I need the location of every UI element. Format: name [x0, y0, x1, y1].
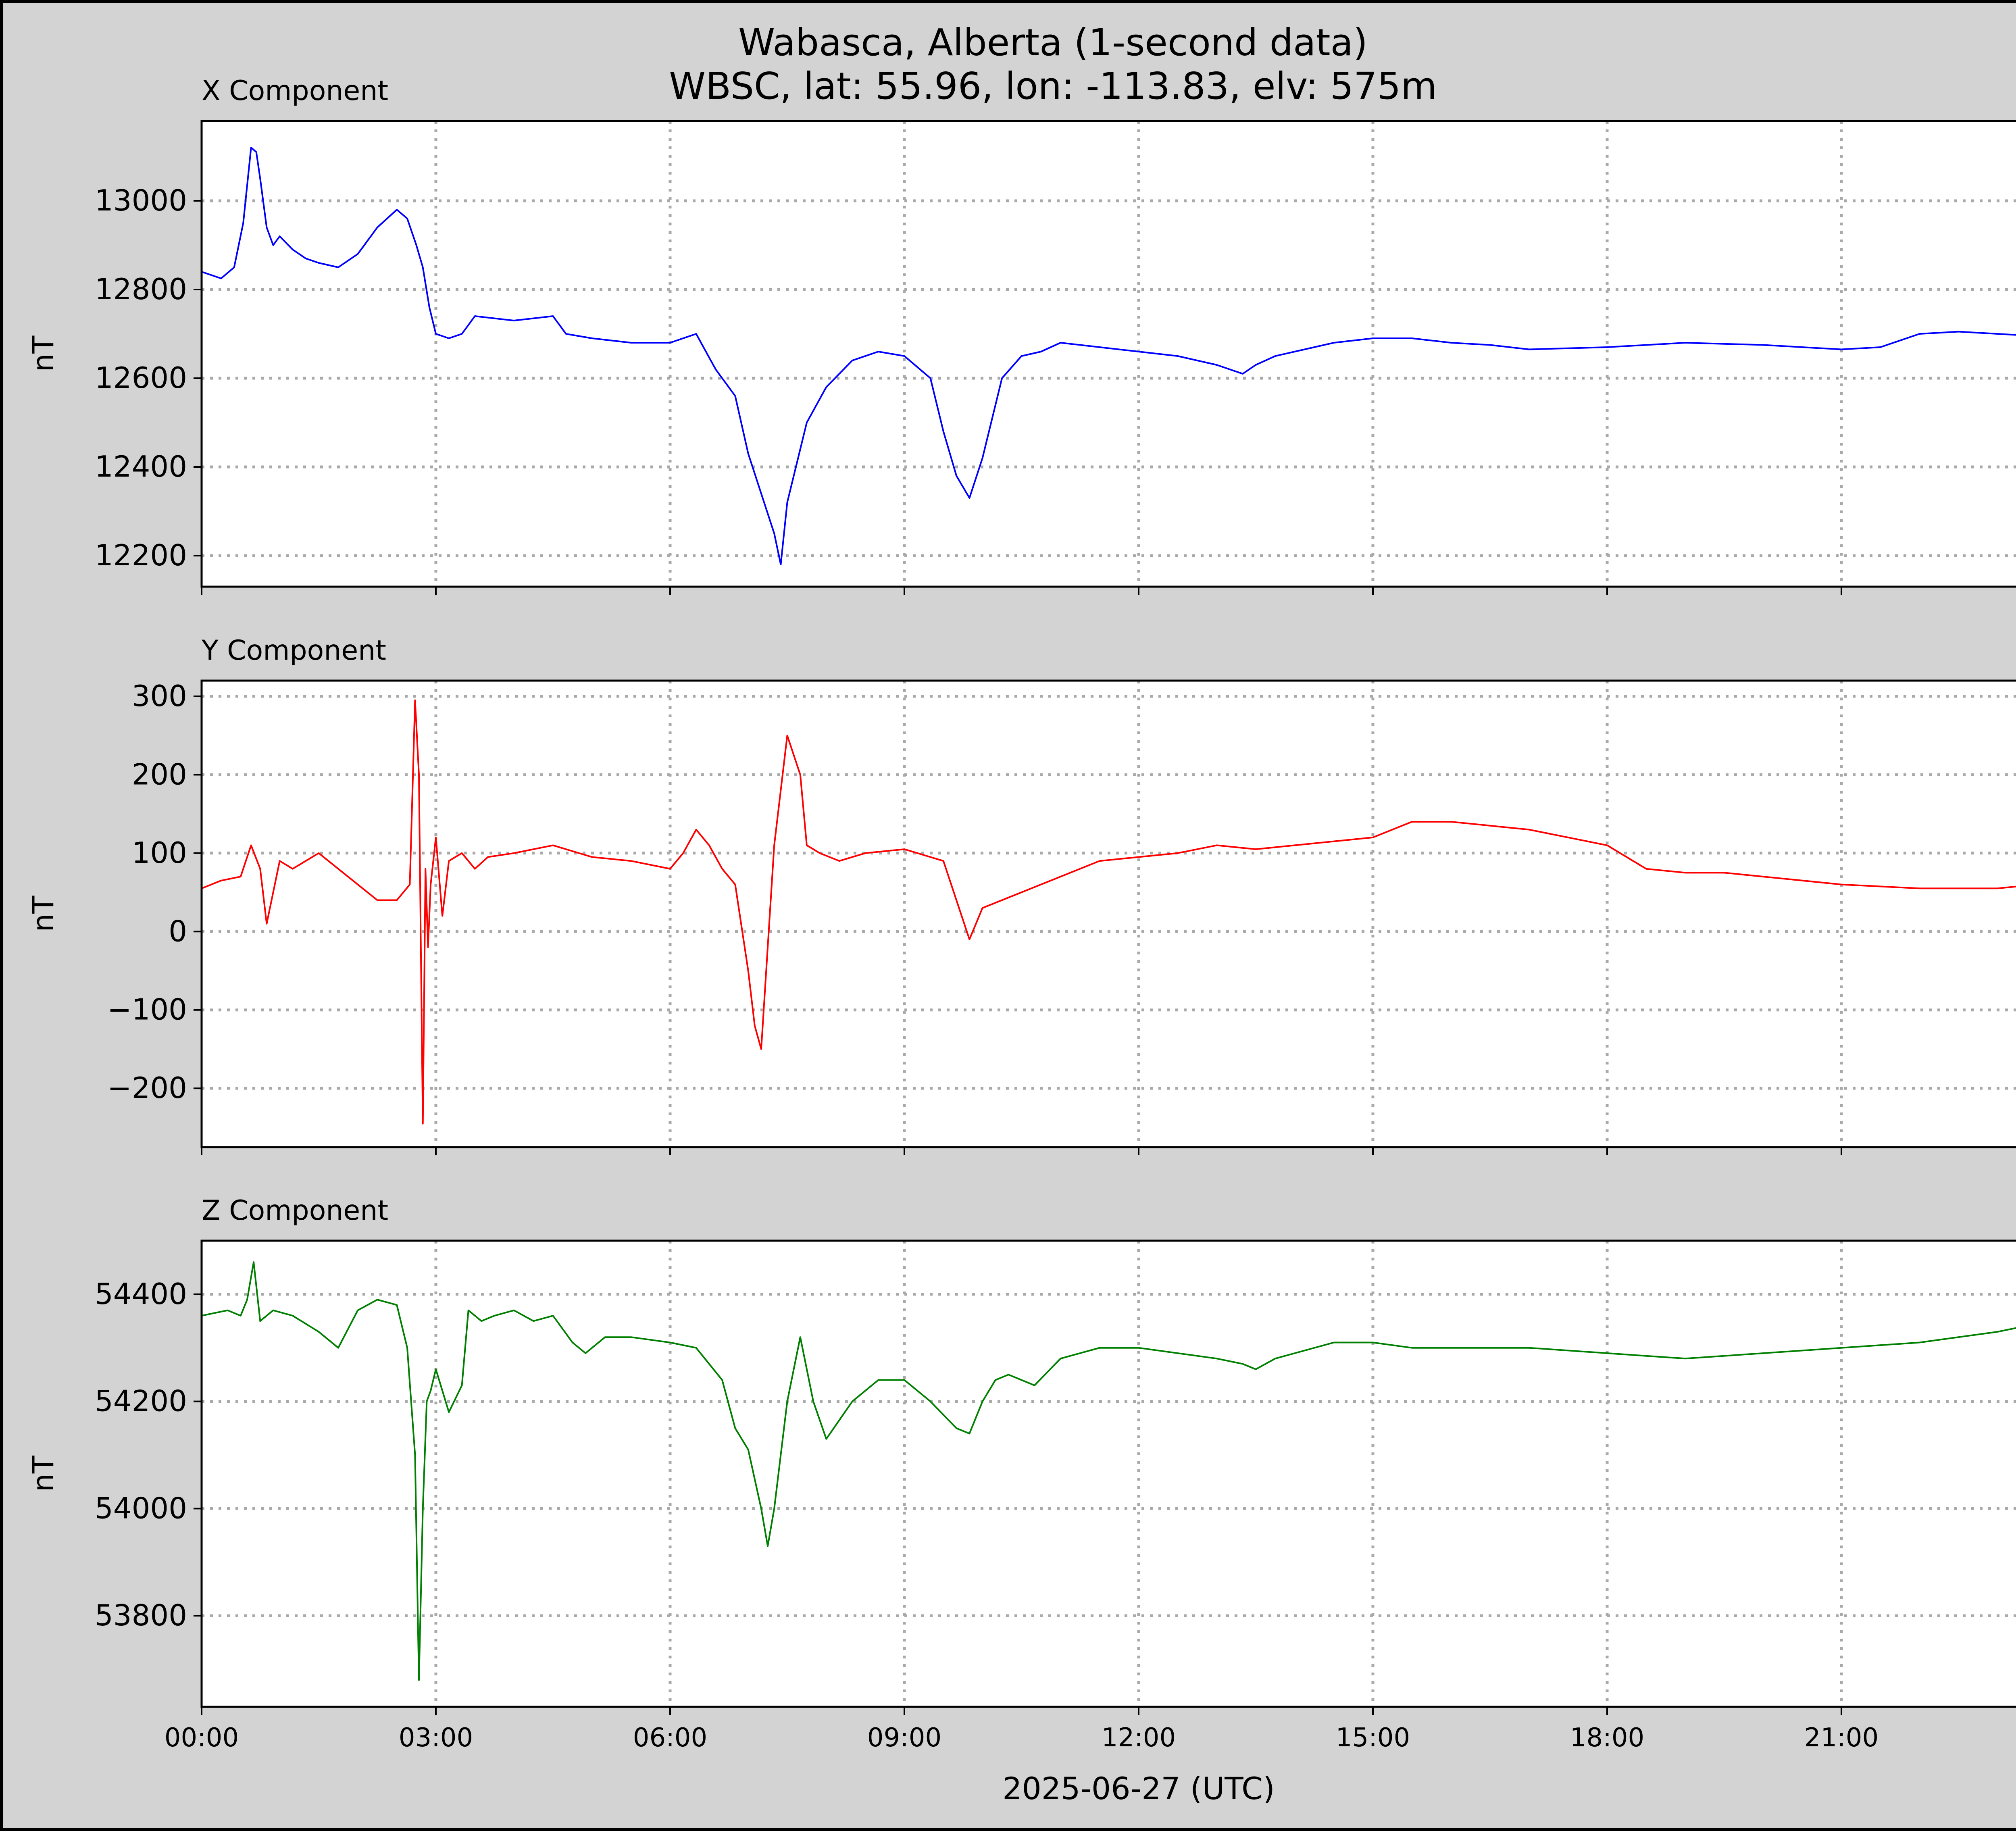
chart-title: Wabasca, Alberta (1-second data) — [738, 21, 1368, 64]
x-y-tick-label: 12800 — [95, 272, 187, 306]
y-y-tick-label: 100 — [132, 836, 187, 870]
chart-subtitle: WBSC, lat: 55.96, lon: -113.83, elv: 575… — [669, 65, 1437, 108]
z-component-series-line — [201, 1261, 2016, 1681]
x-tick-label: 15:00 — [1336, 1723, 1410, 1753]
x-y-axis-label: nT — [26, 335, 60, 372]
x-tick-label: 03:00 — [399, 1723, 473, 1753]
x-tick-label: 00:00 — [165, 1723, 239, 1753]
x-tick-label: 18:00 — [1570, 1723, 1644, 1753]
x-plot-area — [202, 121, 2016, 587]
z-y-tick-label: 54000 — [95, 1491, 187, 1525]
y-component-series-line — [201, 699, 2016, 1125]
x-tick-label: 12:00 — [1102, 1723, 1176, 1753]
z-axes-frame — [200, 1239, 2016, 1708]
y-plot-area — [202, 681, 2016, 1147]
y-y-tick-label: 200 — [132, 757, 187, 791]
z-y-tick-label: 54400 — [95, 1277, 187, 1311]
y-y-axis-label: nT — [26, 896, 60, 932]
z-y-axis-label: nT — [26, 1455, 60, 1492]
x-component-series-line — [201, 147, 2016, 565]
y-y-tick-label: 300 — [132, 679, 187, 713]
x-tick-label: 21:00 — [1804, 1723, 1879, 1753]
x-y-tick-label: 12200 — [95, 538, 187, 572]
x-tick-label: 06:00 — [633, 1723, 707, 1753]
x-y-tick-label: 13000 — [95, 183, 187, 217]
x-axis-label: 2025-06-27 (UTC) — [1002, 1771, 1275, 1806]
z-panel-title: Z Component — [202, 1195, 388, 1227]
x-axes-frame — [200, 120, 2016, 588]
z-y-tick-label: 53800 — [95, 1598, 187, 1632]
y-y-tick-label: −200 — [107, 1071, 187, 1105]
y-y-tick-label: 0 — [169, 914, 187, 948]
z-y-tick-label: 54200 — [95, 1384, 187, 1418]
z-plot-area — [202, 1241, 2016, 1707]
y-y-tick-label: −100 — [107, 993, 187, 1027]
x-y-tick-label: 12400 — [95, 450, 187, 483]
x-panel-title: X Component — [202, 75, 388, 107]
x-tick-label: 09:00 — [867, 1723, 941, 1753]
x-y-tick-label: 12600 — [95, 361, 187, 395]
y-axes-frame — [200, 679, 2016, 1148]
y-panel-title: Y Component — [201, 635, 386, 667]
